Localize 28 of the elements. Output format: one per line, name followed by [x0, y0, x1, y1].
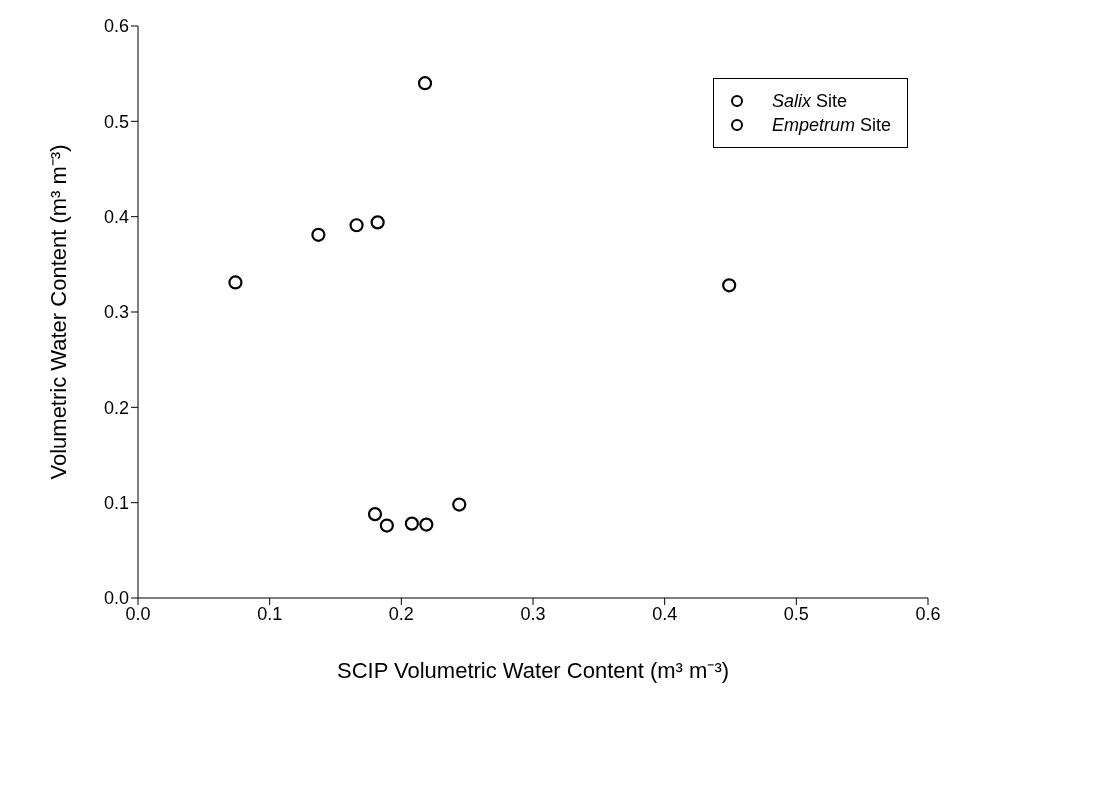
legend-label: Empetrum Site [771, 114, 891, 137]
y-tick-label: 0.4 [103, 207, 129, 228]
point [349, 218, 364, 233]
point [228, 275, 243, 290]
point [311, 227, 326, 242]
point [379, 518, 394, 533]
x-axis-title: SCIP Volumetric Water Content (m³ m⁻³) [336, 658, 730, 683]
point [722, 278, 737, 293]
x-tick-label: 0.0 [125, 603, 151, 624]
y-tick-label: 0.5 [103, 111, 129, 132]
point [370, 215, 385, 230]
point [367, 507, 383, 522]
x-tick-label: 0.5 [783, 603, 809, 624]
point [417, 76, 433, 91]
x-tick-label: 0.2 [388, 603, 414, 624]
y-tick-label: 0.6 [103, 16, 129, 37]
y-tick-label: 0.1 [103, 493, 129, 514]
x-tick-label: 0.1 [257, 603, 283, 624]
point [404, 516, 419, 531]
legend-label: Salix Site [771, 90, 847, 113]
y-tick-label: 0.3 [103, 302, 129, 323]
x-tick-label: 0.6 [915, 603, 941, 624]
y-tick-label: 0.2 [103, 397, 129, 418]
x-tick-label: 0.4 [652, 603, 678, 624]
point [452, 497, 467, 512]
y-axis-title: Volumetric Water Content (m³ m⁻³) [45, 144, 71, 480]
point [419, 517, 434, 532]
x-tick-label: 0.3 [520, 603, 546, 624]
